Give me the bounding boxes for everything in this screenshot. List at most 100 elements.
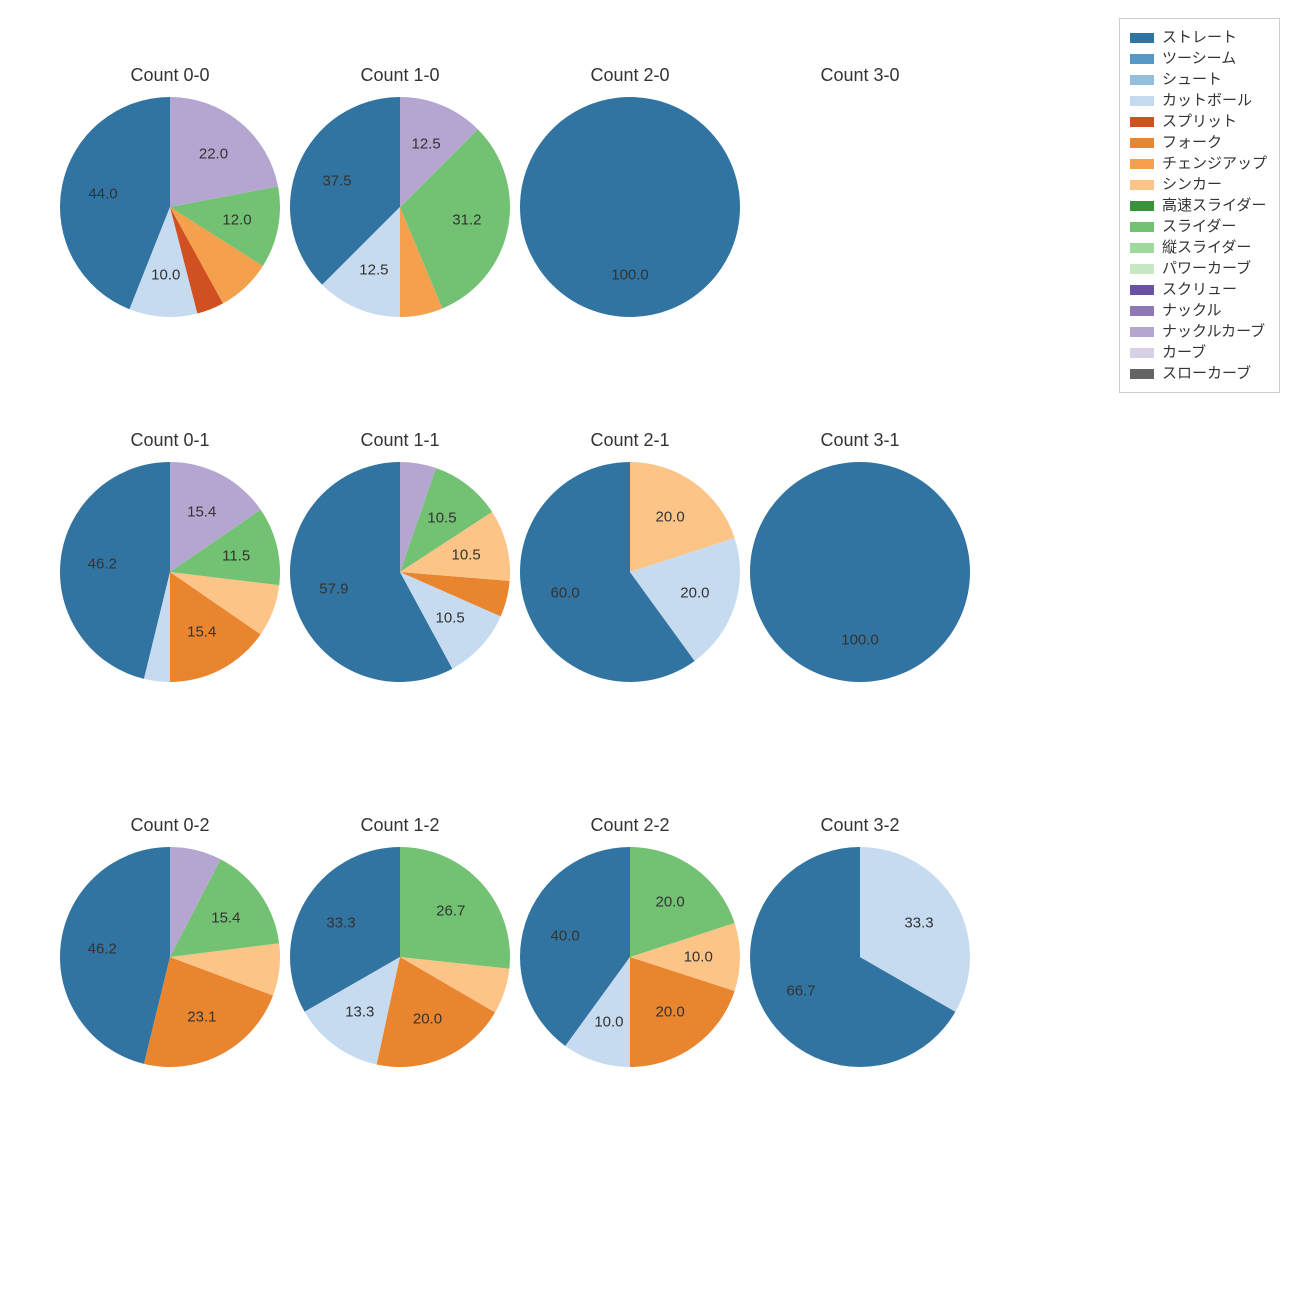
subplot-title: Count 2-1: [520, 430, 740, 451]
slice-label: 10.5: [436, 610, 465, 627]
slice-label: 10.5: [427, 510, 456, 527]
pie-chart: [290, 97, 510, 317]
pie-wrap: 60.0 20.0 20.0: [520, 462, 740, 682]
slice-label: 12.5: [411, 135, 440, 152]
pie-wrap: 44.010.012.022.0: [60, 97, 280, 317]
legend-label: スローカーブ: [1162, 363, 1251, 384]
pie-chart: [520, 462, 740, 682]
legend-swatch: [1130, 369, 1154, 379]
legend-swatch: [1130, 243, 1154, 253]
legend-swatch: [1130, 159, 1154, 169]
legend-swatch: [1130, 348, 1154, 358]
legend-label: フォーク: [1162, 132, 1222, 153]
legend-label: 縦スライダー: [1162, 237, 1251, 258]
slice-label: 20.0: [413, 1011, 442, 1028]
pie-chart: [60, 97, 280, 317]
subplot: Count 2-240.010.020.010.020.0: [520, 815, 740, 1115]
subplot-title: Count 1-1: [290, 430, 510, 451]
pie-chart: [520, 97, 740, 317]
subplot-title: Count 1-2: [290, 815, 510, 836]
slice-label: 15.4: [211, 909, 240, 926]
slice-label: 15.4: [187, 503, 216, 520]
legend-label: 高速スライダー: [1162, 195, 1266, 216]
slice-label: 11.5: [222, 547, 250, 564]
slice-label: 46.2: [88, 555, 117, 572]
subplot: Count 1-1 57.9 10.5 10.5 10.5: [290, 430, 510, 730]
legend-label: チェンジアップ: [1162, 153, 1267, 174]
slice-label: 10.0: [594, 1013, 623, 1030]
legend-item: シンカー: [1130, 174, 1267, 195]
pie-wrap: 100.0: [750, 462, 970, 682]
legend-item: シュート: [1130, 69, 1267, 90]
pie-chart: [290, 847, 510, 1067]
subplot-title: Count 2-0: [520, 65, 740, 86]
subplot: Count 3-0: [750, 65, 970, 365]
subplot: Count 2-1 60.0 20.0 20.0: [520, 430, 740, 730]
slice-label: 37.5: [322, 172, 351, 189]
legend-label: ナックルカーブ: [1162, 321, 1265, 342]
subplot: Count 2-0 100.0: [520, 65, 740, 365]
legend-item: カーブ: [1130, 342, 1267, 363]
pie-wrap: 33.313.320.026.7: [290, 847, 510, 1067]
legend-item: スクリュー: [1130, 279, 1267, 300]
slice-label: 20.0: [655, 893, 684, 910]
subplot-title: Count 2-2: [520, 815, 740, 836]
legend-label: スクリュー: [1162, 279, 1237, 300]
legend-label: シュート: [1162, 69, 1222, 90]
slice-label: 60.0: [551, 585, 580, 602]
slice-label: 33.3: [904, 914, 933, 931]
legend-item: チェンジアップ: [1130, 153, 1267, 174]
legend-item: 高速スライダー: [1130, 195, 1267, 216]
legend-item: パワーカーブ: [1130, 258, 1267, 279]
pie-chart: [750, 847, 970, 1067]
legend-swatch: [1130, 327, 1154, 337]
slice-label: 57.9: [319, 580, 348, 597]
legend-item: フォーク: [1130, 132, 1267, 153]
subplot: Count 0-044.010.012.022.0: [60, 65, 280, 365]
legend-swatch: [1130, 285, 1154, 295]
figure: Count 0-044.010.012.022.0Count 1-037.512…: [0, 0, 1300, 1300]
legend-swatch: [1130, 222, 1154, 232]
legend-label: カーブ: [1162, 342, 1206, 363]
subplot-title: Count 3-2: [750, 815, 970, 836]
pie-slice: [750, 462, 970, 682]
legend-swatch: [1130, 264, 1154, 274]
legend-label: カットボール: [1162, 90, 1252, 111]
slice-label: 22.0: [199, 146, 228, 163]
legend-label: ナックル: [1162, 300, 1222, 321]
slice-label: 20.0: [655, 508, 684, 525]
slice-label: 10.5: [452, 547, 481, 564]
pie-chart: [750, 462, 970, 682]
legend-swatch: [1130, 75, 1154, 85]
legend-item: ナックルカーブ: [1130, 321, 1267, 342]
slice-label: 100.0: [611, 267, 649, 284]
slice-label: 66.7: [786, 983, 815, 1000]
subplot-title: Count 0-2: [60, 815, 280, 836]
legend-item: スローカーブ: [1130, 363, 1267, 384]
legend-swatch: [1130, 96, 1154, 106]
slice-label: 20.0: [680, 585, 709, 602]
legend-item: ナックル: [1130, 300, 1267, 321]
legend-item: スプリット: [1130, 111, 1267, 132]
subplot-title: Count 0-1: [60, 430, 280, 451]
slice-label: 10.0: [684, 949, 713, 966]
slice-label: 31.2: [452, 212, 481, 229]
legend-item: ツーシーム: [1130, 48, 1267, 69]
legend: ストレートツーシームシュートカットボールスプリットフォークチェンジアップシンカー…: [1119, 18, 1280, 393]
legend-swatch: [1130, 201, 1154, 211]
subplot: Count 3-2 66.7 33.3: [750, 815, 970, 1115]
slice-label: 23.1: [187, 1009, 216, 1026]
slice-label: 100.0: [841, 632, 879, 649]
slice-label: 26.7: [436, 903, 465, 920]
pie-wrap: 57.9 10.5 10.5 10.5: [290, 462, 510, 682]
slice-label: 40.0: [551, 927, 580, 944]
subplot: Count 0-146.215.411.515.4: [60, 430, 280, 730]
legend-item: ストレート: [1130, 27, 1267, 48]
legend-item: 縦スライダー: [1130, 237, 1267, 258]
pie-slice: [520, 97, 740, 317]
legend-label: ツーシーム: [1162, 48, 1236, 69]
subplot-title: Count 3-1: [750, 430, 970, 451]
slice-label: 10.0: [151, 267, 180, 284]
legend-label: パワーカーブ: [1162, 258, 1251, 279]
pie-wrap: 46.215.411.515.4: [60, 462, 280, 682]
